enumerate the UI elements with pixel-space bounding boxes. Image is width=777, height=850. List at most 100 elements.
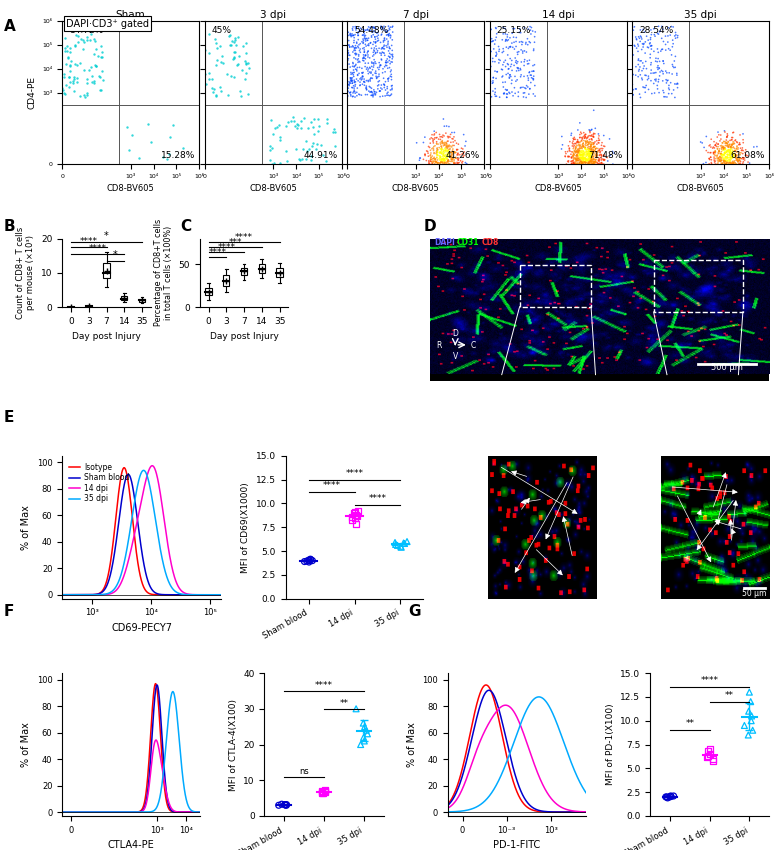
Point bbox=[566, 156, 578, 170]
Point bbox=[713, 150, 726, 164]
Point bbox=[583, 144, 595, 157]
Point bbox=[703, 151, 716, 165]
Point bbox=[123, 143, 135, 156]
Point bbox=[582, 129, 594, 143]
Point bbox=[437, 136, 449, 150]
Point bbox=[420, 144, 433, 158]
Point bbox=[64, 41, 76, 54]
Point bbox=[355, 88, 368, 102]
Point bbox=[527, 87, 539, 100]
Point bbox=[437, 136, 449, 150]
Point bbox=[662, 21, 674, 35]
Point bbox=[664, 789, 677, 802]
Point bbox=[291, 122, 304, 135]
X-axis label: CD8-BV605: CD8-BV605 bbox=[535, 184, 582, 194]
Point bbox=[579, 153, 591, 167]
Point bbox=[347, 79, 360, 93]
Point bbox=[368, 85, 381, 99]
Point bbox=[211, 54, 223, 67]
Point bbox=[590, 142, 602, 156]
Point bbox=[350, 52, 362, 65]
Point bbox=[441, 152, 453, 166]
Point bbox=[584, 153, 596, 167]
Point bbox=[442, 153, 455, 167]
Point bbox=[385, 65, 397, 78]
Point bbox=[438, 155, 451, 168]
Point bbox=[603, 132, 615, 145]
Point bbox=[583, 129, 595, 143]
Point bbox=[568, 148, 580, 162]
Text: 44.91%: 44.91% bbox=[303, 151, 337, 160]
Point bbox=[556, 142, 568, 156]
Point bbox=[442, 154, 455, 167]
Point bbox=[434, 150, 447, 164]
Point bbox=[580, 131, 593, 145]
Point bbox=[349, 41, 361, 54]
Point bbox=[573, 156, 585, 170]
Point bbox=[357, 52, 369, 65]
Point bbox=[719, 157, 731, 171]
Point bbox=[429, 139, 441, 152]
Point bbox=[722, 149, 734, 162]
Point bbox=[359, 24, 371, 37]
Point bbox=[730, 151, 742, 165]
Point bbox=[447, 152, 459, 166]
Point bbox=[357, 28, 369, 42]
Point bbox=[319, 785, 331, 798]
Point bbox=[667, 60, 680, 74]
Point bbox=[698, 140, 710, 154]
Point bbox=[364, 24, 377, 37]
Point bbox=[163, 130, 176, 144]
Point bbox=[727, 126, 740, 139]
Point bbox=[88, 76, 100, 90]
Point bbox=[78, 90, 91, 104]
Point bbox=[720, 133, 733, 147]
Point bbox=[434, 145, 446, 159]
Y-axis label: % of Max: % of Max bbox=[21, 505, 31, 550]
Point bbox=[587, 141, 599, 155]
Point bbox=[385, 31, 397, 44]
Point bbox=[90, 42, 103, 55]
Point bbox=[718, 148, 730, 162]
Point bbox=[565, 151, 577, 165]
Point bbox=[382, 88, 395, 102]
Point bbox=[503, 71, 516, 84]
Point bbox=[704, 138, 716, 151]
Point bbox=[643, 70, 655, 83]
Point bbox=[585, 129, 598, 143]
Point bbox=[706, 141, 719, 155]
Point bbox=[657, 67, 669, 81]
Point bbox=[712, 125, 724, 139]
Point bbox=[438, 154, 451, 167]
Point bbox=[491, 65, 503, 78]
Point bbox=[573, 148, 586, 162]
Point bbox=[653, 72, 665, 86]
Point bbox=[568, 144, 580, 157]
Point bbox=[644, 48, 657, 61]
Point bbox=[361, 23, 374, 37]
Point bbox=[357, 50, 370, 64]
Point bbox=[517, 81, 529, 94]
Point bbox=[715, 128, 727, 142]
Point bbox=[580, 150, 593, 163]
Point bbox=[733, 154, 746, 167]
Point bbox=[594, 142, 606, 156]
Point bbox=[342, 89, 354, 103]
Point bbox=[369, 36, 382, 49]
Point bbox=[350, 47, 362, 60]
Point bbox=[357, 51, 369, 65]
Point bbox=[726, 139, 738, 152]
Point bbox=[305, 552, 317, 566]
Point bbox=[430, 145, 443, 159]
Point bbox=[640, 79, 653, 93]
Point bbox=[508, 42, 521, 56]
Point bbox=[269, 122, 281, 135]
Point bbox=[448, 146, 461, 160]
Point bbox=[576, 141, 588, 155]
Point bbox=[593, 157, 605, 171]
Point bbox=[517, 44, 529, 58]
Point bbox=[573, 156, 586, 169]
Point bbox=[359, 88, 371, 101]
Point bbox=[626, 88, 639, 102]
Point bbox=[365, 42, 378, 55]
